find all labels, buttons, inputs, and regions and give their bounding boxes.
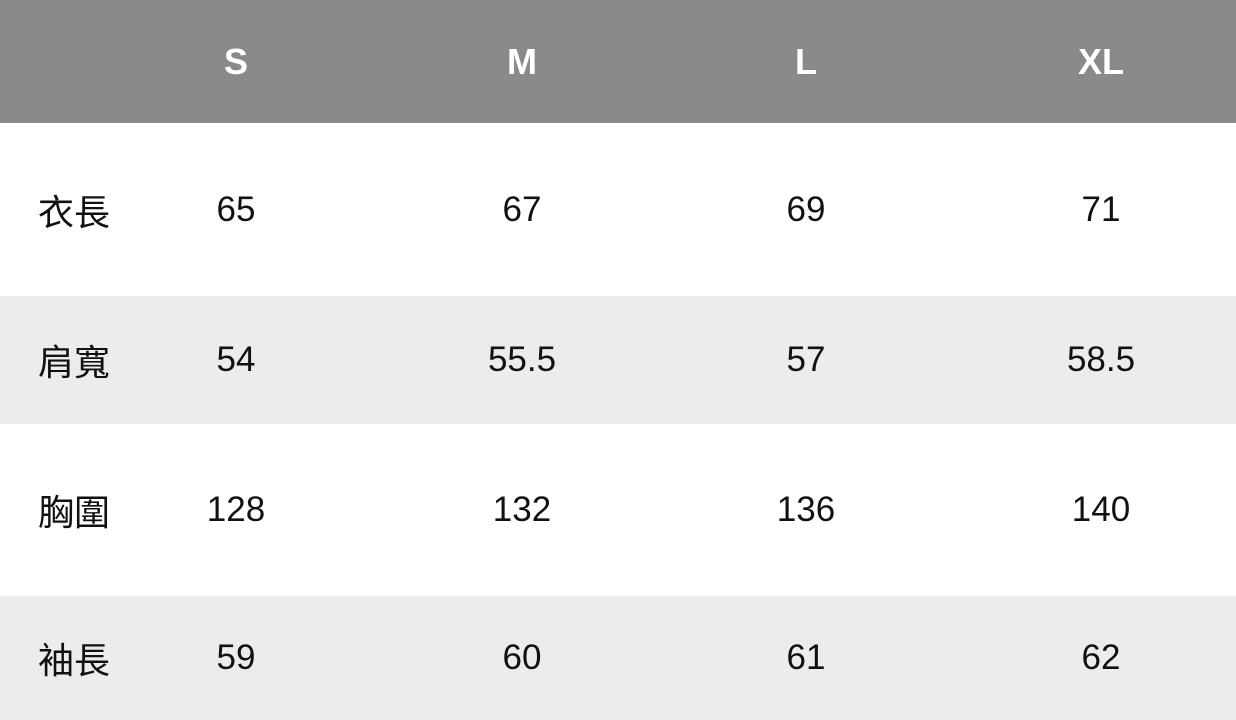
column-header-m: M	[507, 40, 537, 82]
table-row: 衣長 65 67 69 71	[0, 123, 1236, 296]
row-label: 衣長	[38, 192, 111, 234]
table-cell: 67	[502, 189, 542, 229]
table-cell: 57	[786, 340, 826, 379]
table-cell: 128	[206, 490, 266, 529]
table-row: 袖長 59 60 61 62	[0, 596, 1236, 720]
table-cell: 60	[502, 638, 542, 677]
table-cell: 69	[786, 189, 826, 229]
table-cell: 54	[216, 340, 256, 379]
column-header-s: S	[223, 40, 249, 82]
column-header-xl: XL	[1077, 40, 1125, 82]
row-label: 胸圍	[38, 493, 111, 534]
table-row: 胸圍 128 132 136 140	[0, 424, 1236, 596]
table-row: 肩寬 54 55.5 57 58.5	[0, 296, 1236, 424]
table-cell: 65	[216, 189, 256, 229]
table-cell: 55.5	[487, 340, 557, 379]
table-cell: 132	[492, 490, 552, 529]
table-cell: 140	[1071, 490, 1131, 529]
table-cell: 136	[776, 490, 836, 529]
column-header-l: L	[795, 40, 817, 82]
table-cell: 61	[786, 638, 826, 677]
table-cell: 62	[1081, 638, 1121, 677]
row-label: 肩寬	[38, 343, 111, 384]
table-header: S M L XL	[0, 0, 1236, 123]
table-cell: 71	[1081, 189, 1121, 229]
table-cell: 59	[216, 638, 256, 677]
row-label: 袖長	[38, 641, 111, 682]
table-cell: 58.5	[1066, 340, 1136, 379]
